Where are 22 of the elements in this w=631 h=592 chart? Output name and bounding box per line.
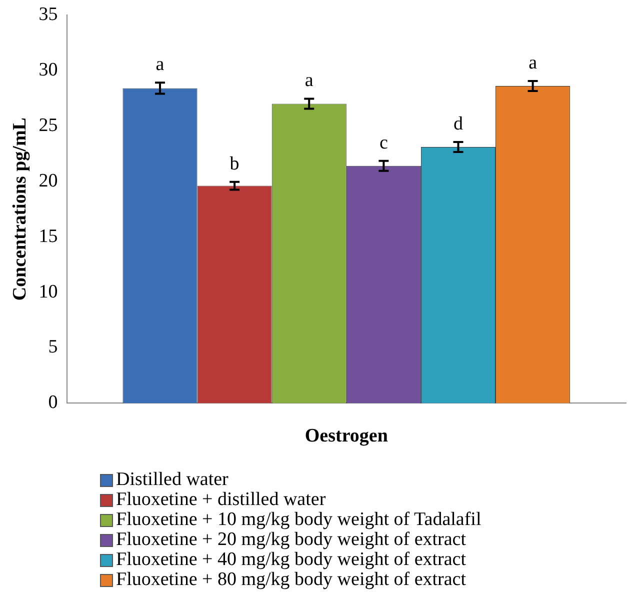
legend-label: Fluoxetine + distilled water bbox=[116, 489, 326, 510]
legend-label: Fluoxetine + 80 mg/kg body weight of extract bbox=[116, 569, 466, 590]
x-tick-label: Oestrogen bbox=[304, 426, 388, 447]
annotation: c bbox=[379, 132, 388, 154]
y-tick-label: 0 bbox=[48, 392, 58, 414]
annotation: a bbox=[528, 52, 538, 74]
legend-label: Fluoxetine + 40 mg/kg body weight of extract bbox=[116, 549, 466, 570]
legend-label: Distilled water bbox=[116, 469, 228, 490]
y-tick-label: 15 bbox=[38, 226, 58, 247]
y-tick-label: 10 bbox=[38, 281, 58, 302]
y-tick-label: 25 bbox=[38, 114, 58, 136]
y-tick-label: 30 bbox=[38, 59, 58, 80]
y-axis-title: Concentrations pg/mL bbox=[9, 118, 30, 301]
annotation: a bbox=[304, 70, 314, 92]
annotation: a bbox=[156, 54, 165, 76]
annotation: b bbox=[230, 153, 240, 174]
y-tick-label: 5 bbox=[48, 336, 58, 358]
legend-label: Fluoxetine + 20 mg/kg body weight of extract bbox=[116, 529, 466, 550]
y-tick-label: 20 bbox=[38, 170, 58, 192]
legend-label: Fluoxetine + 10 mg/kg body weight of Tadalafil bbox=[116, 509, 482, 530]
y-tick-label: 35 bbox=[38, 4, 58, 25]
annotation: d bbox=[453, 113, 464, 134]
